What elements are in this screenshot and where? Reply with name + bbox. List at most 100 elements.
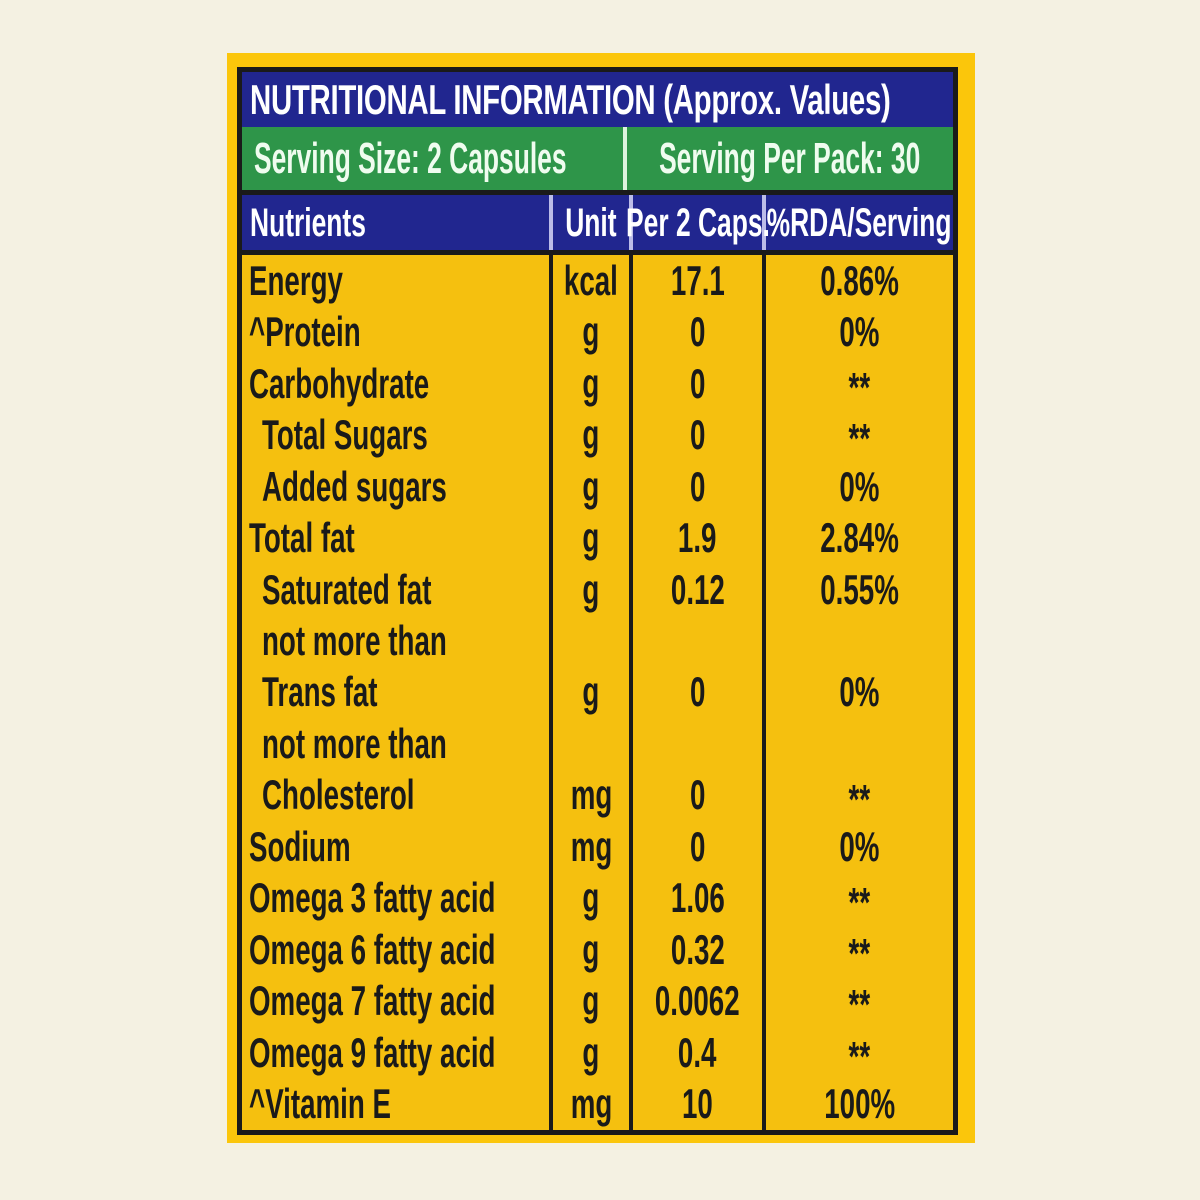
per-2-caps-cell: 0 — [629, 666, 762, 719]
per-2-caps-cell: 0 — [629, 460, 762, 513]
per-2-caps-cell: 0 — [629, 769, 762, 822]
per-2-caps-value: 0.0062 — [655, 977, 740, 1025]
nutrient-cell: ^Vitamin E — [242, 1079, 549, 1130]
table-row: not more than — [242, 615, 953, 667]
header-per-2-caps-label: Per 2 Caps. — [625, 200, 770, 245]
rda-value: 0% — [839, 668, 880, 716]
rda-cell: 0% — [762, 460, 953, 513]
rda-value: ** — [848, 775, 871, 823]
unit-cell: g — [549, 357, 629, 410]
unit-cell — [549, 615, 629, 667]
unit-value: mg — [570, 822, 612, 870]
nutrient-name: Total Sugars — [262, 411, 428, 459]
nutrient-name: not more than — [262, 719, 447, 767]
header-nutrients-cell: Nutrients — [242, 195, 549, 250]
divider-line — [242, 190, 953, 195]
per-2-caps-cell: 0.32 — [629, 924, 762, 976]
per-2-caps-cell: 0 — [629, 409, 762, 461]
per-2-caps-cell: 0.4 — [629, 1027, 762, 1079]
rda-value: ** — [848, 981, 871, 1029]
nutrient-name: Total fat — [249, 514, 355, 562]
table-row: Total fat g 1.9 2.84% — [242, 512, 953, 564]
nutrient-rows: Energy kcal 17.1 0.86% ^Protein g 0 0% C… — [242, 255, 953, 1130]
rda-cell: 0.86% — [762, 255, 953, 307]
table-row: ^Protein g 0 0% — [242, 306, 953, 358]
unit-value: kcal — [564, 256, 618, 304]
rda-cell: ** — [762, 357, 953, 410]
unit-cell — [549, 718, 629, 770]
header-rda-label: %RDA/Serving — [767, 200, 952, 245]
unit-value: mg — [570, 1080, 612, 1128]
rda-cell — [762, 615, 953, 667]
nutrient-name: Added sugars — [262, 462, 447, 510]
unit-value: g — [582, 874, 600, 922]
rda-value: ** — [848, 930, 871, 978]
per-2-caps-value: 1.06 — [670, 874, 725, 922]
unit-value: g — [582, 359, 600, 407]
rda-value: 0.55% — [820, 565, 899, 613]
nutrient-cell: Omega 9 fatty acid — [242, 1027, 549, 1078]
rda-value: ** — [848, 1032, 871, 1080]
unit-cell: g — [549, 872, 629, 925]
per-2-caps-value: 10 — [682, 1080, 713, 1128]
unit-cell: kcal — [549, 255, 629, 307]
rda-cell: ** — [762, 872, 953, 926]
header-unit-cell: Unit — [549, 195, 629, 250]
per-2-caps-value: 0.12 — [670, 565, 725, 613]
nutrient-name: Saturated fat — [262, 565, 432, 613]
unit-cell: g — [549, 409, 629, 461]
per-2-caps-value: 0.32 — [670, 925, 725, 973]
unit-value: mg — [570, 771, 612, 819]
per-2-caps-value: 0 — [689, 462, 706, 510]
nutrient-name: not more than — [262, 617, 447, 665]
serving-size-text: Serving Size: 2 Capsules — [254, 133, 567, 183]
nutrient-cell: Added sugars — [242, 461, 549, 512]
column-header-row: Nutrients Unit Per 2 Caps. %RDA/Serving — [242, 195, 953, 250]
rda-value: 0% — [839, 822, 880, 870]
nutrient-cell: Omega 6 fatty acid — [242, 924, 549, 975]
nutrient-name: ^Protein — [249, 308, 361, 356]
rda-value: 100% — [824, 1080, 895, 1128]
nutrient-name: Sodium — [249, 822, 351, 870]
table-row: Trans fat g 0 0% — [242, 666, 953, 719]
header-nutrients-label: Nutrients — [250, 200, 366, 245]
serving-per-pack-text: Serving Per Pack: 30 — [659, 133, 921, 183]
unit-cell: g — [549, 460, 629, 513]
per-2-caps-cell: 0.12 — [629, 563, 762, 616]
table-title: NUTRITIONAL INFORMATION (Approx. Values) — [250, 75, 891, 123]
table-row: Omega 7 fatty acid g 0.0062 ** — [242, 975, 953, 1029]
nutrient-cell: Energy — [242, 255, 549, 306]
per-2-caps-cell: 1.9 — [629, 512, 762, 564]
unit-cell: g — [549, 306, 629, 358]
nutrition-table: NUTRITIONAL INFORMATION (Approx. Values)… — [237, 67, 958, 1135]
per-2-caps-value: 1.9 — [678, 514, 717, 562]
rda-value: 0.86% — [820, 256, 899, 304]
rda-value: 0% — [839, 308, 880, 356]
rda-cell: ** — [762, 975, 953, 1029]
per-2-caps-cell: 0.0062 — [629, 975, 762, 1028]
nutrient-cell: Cholesterol — [242, 770, 549, 821]
unit-value: g — [582, 514, 600, 562]
table-row: Omega 6 fatty acid g 0.32 ** — [242, 924, 953, 978]
unit-value: g — [582, 668, 600, 716]
nutrient-cell: Omega 3 fatty acid — [242, 873, 549, 924]
table-row: Omega 3 fatty acid g 1.06 ** — [242, 872, 953, 926]
rda-cell — [762, 718, 953, 770]
table-row: Omega 9 fatty acid g 0.4 ** — [242, 1027, 953, 1080]
nutrient-cell: ^Protein — [242, 306, 549, 357]
serving-size-cell: Serving Size: 2 Capsules — [242, 127, 623, 190]
unit-cell: g — [549, 975, 629, 1028]
unit-cell: g — [549, 924, 629, 976]
nutrition-label-panel: NUTRITIONAL INFORMATION (Approx. Values)… — [227, 53, 975, 1143]
rda-value: ** — [848, 878, 871, 926]
rda-cell: 0% — [762, 821, 953, 873]
table-row: ^Vitamin E mg 10 100% — [242, 1078, 953, 1130]
nutrient-name: Omega 3 fatty acid — [249, 874, 496, 922]
per-2-caps-value: 0 — [689, 308, 706, 356]
per-2-caps-cell: 0 — [629, 306, 762, 358]
nutrient-cell: Omega 7 fatty acid — [242, 976, 549, 1027]
nutrient-name: Omega 7 fatty acid — [249, 977, 496, 1025]
nutrient-cell: not more than — [242, 718, 549, 769]
per-2-caps-cell: 0 — [629, 357, 762, 410]
table-row: Cholesterol mg 0 ** — [242, 769, 953, 823]
